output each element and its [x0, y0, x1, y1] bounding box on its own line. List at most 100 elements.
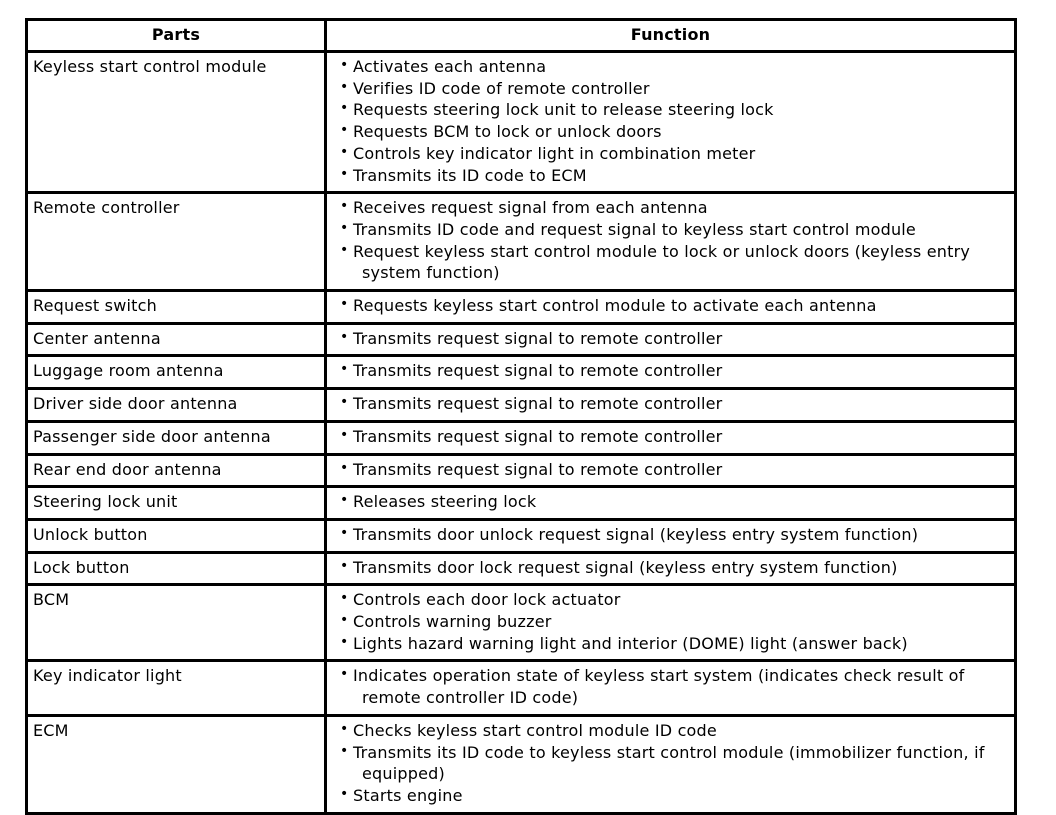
part-name-cell: Steering lock unit [25, 485, 327, 521]
function-cell: • Transmits door unlock request signal (k… [324, 517, 1017, 554]
function-text: Receives request signal from each antenn… [353, 198, 708, 218]
function-text: Controls key indicator light in combinat… [353, 143, 756, 163]
bullet-icon: • [340, 426, 349, 443]
part-name-cell: Request switch [25, 289, 327, 325]
table-row: Keyless start control module • Activates e… [25, 49, 1017, 195]
function-item: • Transmits door lock request signal (key… [329, 557, 1006, 579]
function-list: • Releases steering lock [329, 491, 1006, 513]
part-name-cell: Keyless start control module [25, 49, 327, 195]
bullet-icon: • [340, 459, 349, 476]
bullet-icon: • [340, 612, 349, 629]
function-item: • Verifies ID code of remote controller [329, 78, 1006, 100]
function-text: Controls each door lock actuator [353, 590, 621, 610]
bullet-icon: • [340, 524, 349, 541]
part-name-cell: Rear end door antenna [25, 452, 327, 489]
function-item: • Controls warning buzzer [329, 611, 1006, 633]
table-row: Remote controller • Receives request signa… [25, 191, 1017, 293]
function-text: Request keyless start control module to … [353, 241, 971, 283]
function-list: • Controls each door lock actuator • Contro… [329, 589, 1006, 654]
function-cell: • Releases steering lock [324, 485, 1017, 521]
part-name-cell: Passenger side door antenna [25, 419, 327, 456]
part-name-cell: Luggage room antenna [25, 354, 327, 391]
table-row: Steering lock unit • Releases steering loc… [25, 485, 1017, 521]
bullet-icon: • [340, 394, 349, 411]
function-cell: • Receives request signal from each anten… [324, 191, 1017, 293]
function-list: • Transmits request signal to remote cont… [329, 328, 1006, 350]
table-row: Unlock button • Transmits door unlock requ… [25, 517, 1017, 554]
function-text: Transmits request signal to remote contr… [353, 394, 723, 414]
function-item: • Transmits request signal to remote cont… [329, 328, 1006, 350]
function-text: Releases steering lock [353, 492, 537, 512]
function-cell: • Transmits request signal to remote cont… [324, 387, 1017, 423]
function-cell: • Controls each door lock actuator • Contro… [324, 583, 1017, 663]
function-text: Transmits door lock request signal (keyl… [353, 557, 898, 577]
function-list: • Indicates operation state of keyless st… [329, 665, 1006, 708]
table-row: ECM • Checks keyless start control module … [25, 713, 1017, 815]
function-item: • Lights hazard warning light and interio… [329, 633, 1006, 655]
bullet-icon: • [340, 198, 349, 215]
function-text: Transmits request signal to remote contr… [353, 459, 723, 479]
bullet-icon: • [340, 122, 349, 139]
part-name-cell: BCM [25, 583, 327, 663]
function-item: • Transmits request signal to remote cont… [329, 426, 1006, 448]
function-list: • Activates each antenna • Verifies ID code… [329, 56, 1006, 186]
bullet-icon: • [340, 557, 349, 574]
header-row: Parts Function [25, 18, 1017, 53]
function-item: • Request keyless start control module to… [329, 241, 1006, 284]
bullet-icon: • [340, 785, 349, 802]
function-cell: • Transmits door lock request signal (key… [324, 550, 1017, 587]
function-cell: • Transmits request signal to remote cont… [324, 321, 1017, 358]
part-name-cell: Remote controller [25, 191, 327, 293]
table-row: Driver side door antenna • Transmits reque… [25, 387, 1017, 423]
function-item: • Controls each door lock actuator [329, 589, 1006, 611]
function-item: • Requests steering lock unit to release … [329, 99, 1006, 121]
table-row: Center antenna • Transmits request signal … [25, 321, 1017, 358]
function-list: • Checks keyless start control module ID … [329, 720, 1006, 807]
bullet-icon: • [340, 590, 349, 607]
part-name-cell: Driver side door antenna [25, 387, 327, 423]
function-item: • Activates each antenna [329, 56, 1006, 78]
function-cell: • Transmits request signal to remote cont… [324, 452, 1017, 489]
parts-function-table: Parts Function Keyless start control mod… [25, 18, 1017, 815]
function-text: Checks keyless start control module ID c… [353, 720, 717, 740]
function-item: • Indicates operation state of keyless st… [329, 665, 1006, 708]
part-name-cell: Key indicator light [25, 659, 327, 717]
function-item: • Controls key indicator light in combina… [329, 143, 1006, 165]
function-item: • Requests keyless start control module t… [329, 295, 1006, 317]
function-item: • Transmits ID code and request signal to… [329, 219, 1006, 241]
function-text: Transmits ID code and request signal to … [353, 219, 916, 239]
function-list: • Transmits request signal to remote cont… [329, 360, 1006, 382]
function-text: Transmits request signal to remote contr… [353, 328, 723, 348]
function-text: Transmits request signal to remote contr… [353, 426, 723, 446]
function-cell: • Checks keyless start control module ID … [324, 713, 1017, 815]
function-list: • Receives request signal from each anten… [329, 197, 1006, 284]
function-cell: • Transmits request signal to remote cont… [324, 419, 1017, 456]
function-item: • Checks keyless start control module ID … [329, 720, 1006, 742]
function-cell: • Requests keyless start control module t… [324, 289, 1017, 325]
function-list: • Transmits door unlock request signal (k… [329, 524, 1006, 546]
bullet-icon: • [340, 78, 349, 95]
function-text: Activates each antenna [353, 57, 547, 76]
bullet-icon: • [340, 143, 349, 160]
table-row: Lock button • Transmits door lock request … [25, 550, 1017, 587]
function-text: Verifies ID code of remote controller [353, 78, 650, 98]
table-row: Key indicator light • Indicates operation … [25, 659, 1017, 717]
function-cell: • Activates each antenna • Verifies ID code… [324, 49, 1017, 195]
bullet-icon: • [340, 666, 349, 683]
function-cell: • Transmits request signal to remote cont… [324, 354, 1017, 391]
bullet-icon: • [340, 219, 349, 236]
part-name-cell: Center antenna [25, 321, 327, 358]
function-list: • Transmits door lock request signal (key… [329, 557, 1006, 579]
function-item: • Transmits its ID code to ECM [329, 165, 1006, 187]
bullet-icon: • [340, 633, 349, 650]
bullet-icon: • [340, 100, 349, 117]
bullet-icon: • [340, 328, 349, 345]
function-text: Indicates operation state of keyless sta… [353, 666, 965, 708]
bullet-icon: • [340, 361, 349, 378]
function-list: • Transmits request signal to remote cont… [329, 459, 1006, 481]
function-text: Starts engine [353, 785, 463, 805]
bullet-icon: • [340, 296, 349, 313]
header-function: Function [324, 18, 1017, 53]
function-list: • Requests keyless start control module t… [329, 295, 1006, 317]
